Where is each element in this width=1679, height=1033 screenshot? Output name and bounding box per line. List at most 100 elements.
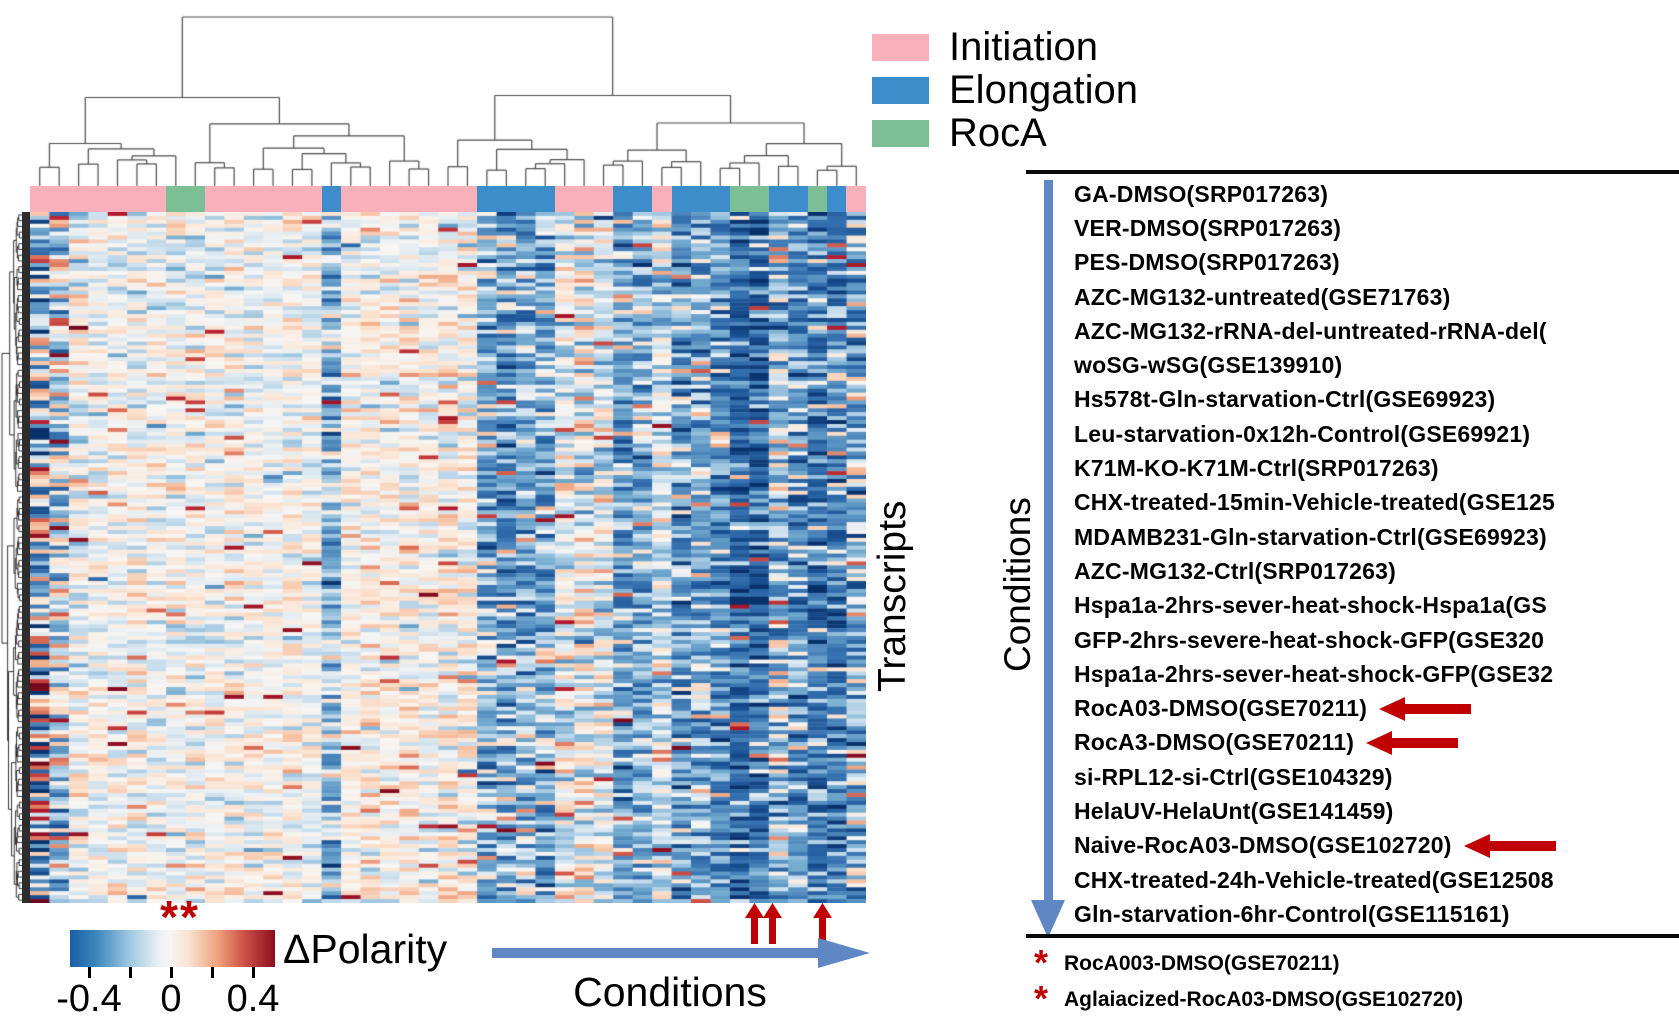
condition-label: Leu-starvation-0x12h-Control(GSE69921) — [1074, 420, 1531, 447]
condition-row: RocA03-DMSO(GSE70211) — [1074, 691, 1679, 725]
annotation-segment-initiation — [30, 186, 167, 212]
condition-label: HelaUV-HelaUnt(GSE141459) — [1074, 797, 1394, 824]
condition-label: woSG-wSG(GSE139910) — [1074, 352, 1343, 379]
conditions-axis-label: Conditions — [997, 497, 1038, 672]
condition-label: RocA03-DMSO(GSE70211) — [1074, 695, 1368, 722]
red-left-arrow — [1366, 730, 1459, 755]
column-annotation-strip — [30, 186, 866, 212]
condition-row: GA-DMSO(SRP017263) — [1074, 177, 1679, 211]
column-dendrogram — [0, 0, 880, 190]
annotation-segment-elongation — [613, 186, 653, 212]
condition-label: CHX-treated-24h-Vehicle-treated(GSE12508 — [1074, 866, 1554, 893]
condition-row: Naive-RocA03-DMSO(GSE102720) — [1074, 829, 1679, 863]
legend-item-elongation: Elongation — [872, 70, 1138, 110]
annotation-segment-elongation — [477, 186, 555, 212]
legend-item-roca: RocA — [872, 113, 1047, 153]
condition-label: GFP-2hrs-severe-heat-shock-GFP(GSE320 — [1074, 626, 1545, 653]
condition-row: Hspa1a-2hrs-sever-heat-shock-GFP(GSE32 — [1074, 657, 1679, 691]
annotation-segment-elongation — [671, 186, 730, 212]
y-axis-label: Transcripts — [871, 500, 914, 692]
condition-row: si-RPL12-si-Ctrl(GSE104329) — [1074, 760, 1679, 794]
condition-row: MDAMB231-Gln-starvation-Ctrl(GSE69923) — [1074, 520, 1679, 554]
red-up-arrow — [763, 903, 782, 944]
annotation-segment-roca — [729, 186, 769, 212]
condition-label: K71M-KO-K71M-Ctrl(SRP017263) — [1074, 455, 1439, 482]
red-up-arrow — [813, 903, 832, 944]
roca-swatch — [872, 119, 929, 147]
annotation-segment-elongation — [827, 186, 847, 212]
condition-row: VER-DMSO(SRP017263) — [1074, 211, 1679, 245]
annotation-segment-elongation — [768, 186, 808, 212]
legend-label: Elongation — [949, 68, 1139, 112]
condition-label: VER-DMSO(SRP017263) — [1074, 214, 1342, 241]
annotation-segment-initiation — [846, 186, 866, 212]
condition-row: AZC-MG132-Ctrl(SRP017263) — [1074, 554, 1679, 588]
elongation-swatch — [872, 76, 929, 104]
condition-label: Gln-starvation-6hr-Control(GSE115161) — [1074, 900, 1510, 927]
table-bottom-border — [1026, 934, 1679, 938]
red-asterisk-icon: * — [1034, 978, 1049, 1019]
annotation-segment-initiation — [204, 186, 322, 212]
footnote: * RocA003-DMSO(GSE70211) — [1034, 945, 1340, 981]
colorbar-tick-label: 0 — [160, 978, 182, 1020]
condition-row: HelaUV-HelaUnt(GSE141459) — [1074, 794, 1679, 828]
condition-label: AZC-MG132-rRNA-del-untreated-rRNA-del( — [1074, 317, 1547, 344]
condition-row: PES-DMSO(SRP017263) — [1074, 246, 1679, 280]
conditions-down-arrow — [1044, 180, 1053, 902]
colorbar-gradient — [70, 930, 275, 967]
condition-row: GFP-2hrs-severe-heat-shock-GFP(GSE320 — [1074, 623, 1679, 657]
condition-label: si-RPL12-si-Ctrl(GSE104329) — [1074, 763, 1393, 790]
annotation-segment-initiation — [652, 186, 672, 212]
condition-row: CHX-treated-24h-Vehicle-treated(GSE12508 — [1074, 863, 1679, 897]
colorbar-tick — [211, 967, 214, 978]
annotation-segment-roca — [166, 186, 205, 212]
row-annotation-bar — [22, 212, 30, 903]
colorbar-tick — [252, 967, 255, 978]
condition-row: K71M-KO-K71M-Ctrl(SRP017263) — [1074, 451, 1679, 485]
x-axis-label: Conditions — [573, 969, 767, 1015]
condition-row: AZC-MG132-untreated(GSE71763) — [1074, 280, 1679, 314]
colorbar-tick — [88, 967, 91, 978]
condition-row: CHX-treated-15min-Vehicle-treated(GSE125 — [1074, 486, 1679, 520]
condition-label: GA-DMSO(SRP017263) — [1074, 180, 1329, 207]
annotation-segment-roca — [807, 186, 827, 212]
condition-row: RocA3-DMSO(GSE70211) — [1074, 726, 1679, 760]
red-left-arrow — [1463, 833, 1556, 858]
conditions-down-arrowhead — [1031, 900, 1065, 938]
annotation-segment-elongation — [321, 186, 342, 212]
footnote-label: Aglaiacized-RocA03-DMSO(GSE102720) — [1064, 988, 1464, 1011]
heatmap-canvas — [30, 212, 866, 903]
colorbar-tick-label: 0.4 — [226, 978, 280, 1020]
legend-item-initiation: Initiation — [872, 27, 1098, 67]
row-dendrogram — [0, 212, 22, 903]
initiation-swatch — [872, 33, 929, 61]
condition-label: RocA3-DMSO(GSE70211) — [1074, 729, 1355, 756]
red-left-arrow — [1379, 696, 1472, 721]
legend-label: Initiation — [949, 25, 1098, 69]
condition-row: Hs578t-Gln-starvation-Ctrl(GSE69923) — [1074, 383, 1679, 417]
condition-row: Gln-starvation-6hr-Control(GSE115161) — [1074, 897, 1679, 931]
conditions-list: GA-DMSO(SRP017263) VER-DMSO(SRP017263) PES… — [1074, 177, 1679, 933]
footnote: * Aglaiacized-RocA03-DMSO(GSE102720) — [1034, 978, 1464, 1019]
colorbar-tick — [129, 967, 132, 978]
red-up-arrow — [745, 903, 764, 944]
footnote-label: RocA003-DMSO(GSE70211) — [1064, 952, 1340, 975]
condition-label: Hs578t-Gln-starvation-Ctrl(GSE69923) — [1074, 386, 1496, 413]
condition-label: AZC-MG132-untreated(GSE71763) — [1074, 283, 1451, 310]
condition-label: CHX-treated-15min-Vehicle-treated(GSE125 — [1074, 489, 1555, 516]
condition-row: Hspa1a-2hrs-sever-heat-shock-Hspa1a(GS — [1074, 589, 1679, 623]
condition-row: woSG-wSG(GSE139910) — [1074, 348, 1679, 382]
colorbar-title: ΔPolarity — [283, 926, 448, 972]
annotation-segment-initiation — [341, 186, 478, 212]
colorbar-tick-label: -0.4 — [56, 978, 122, 1020]
condition-label: PES-DMSO(SRP017263) — [1074, 249, 1340, 276]
condition-label: MDAMB231-Gln-starvation-Ctrl(GSE69923) — [1074, 523, 1547, 550]
condition-row: Leu-starvation-0x12h-Control(GSE69921) — [1074, 417, 1679, 451]
table-top-border — [1026, 170, 1679, 174]
condition-label: Naive-RocA03-DMSO(GSE102720) — [1074, 832, 1452, 859]
annotation-segment-initiation — [554, 186, 614, 212]
condition-label: Hspa1a-2hrs-sever-heat-shock-Hspa1a(GS — [1074, 592, 1547, 619]
condition-label: Hspa1a-2hrs-sever-heat-shock-GFP(GSE32 — [1074, 660, 1554, 687]
colorbar-tick — [170, 967, 173, 978]
conditions-axis-arrow — [492, 938, 870, 968]
